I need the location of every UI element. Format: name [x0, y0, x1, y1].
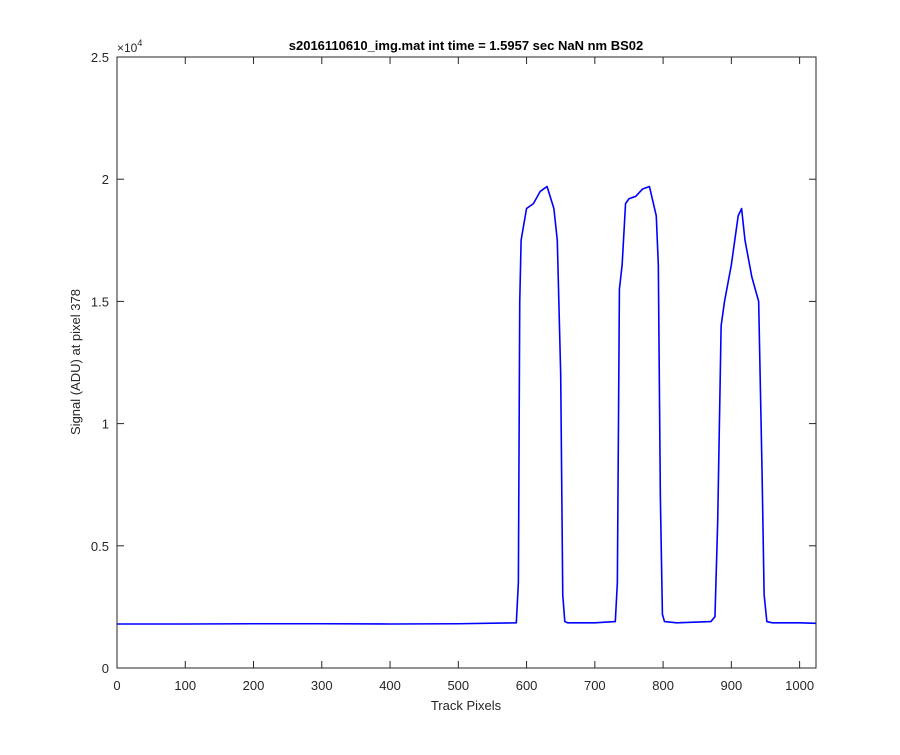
- axes-box: [116, 56, 817, 669]
- x-tick-label: 600: [516, 678, 538, 693]
- y-exponent-label: ×104: [117, 38, 142, 55]
- x-tick-label: 300: [311, 678, 333, 693]
- y-exponent-base: ×10: [117, 41, 138, 55]
- x-tick-label: 100: [174, 678, 196, 693]
- x-tick-label: 500: [447, 678, 469, 693]
- x-tick-label: 800: [652, 678, 674, 693]
- x-tick-label: 400: [379, 678, 401, 693]
- plot-area: [117, 57, 816, 668]
- y-tick-label: 2.5: [91, 50, 109, 65]
- y-tick-label: 0.5: [91, 539, 109, 554]
- y-axis-label: Signal (ADU) at pixel 378: [68, 289, 83, 435]
- y-tick-label: 2: [102, 172, 109, 187]
- y-tick-label: 0: [102, 661, 109, 676]
- x-tick-label: 900: [721, 678, 743, 693]
- x-tick-label: 700: [584, 678, 606, 693]
- chart-title: s2016110610_img.mat int time = 1.5957 se…: [289, 38, 643, 53]
- x-tick-label: 0: [113, 678, 120, 693]
- series-line-0: [117, 185, 817, 625]
- y-tick-label: 1: [102, 417, 109, 432]
- data-layer: [117, 185, 817, 625]
- y-tick-label: 1.5: [91, 294, 109, 309]
- x-axis-label: Track Pixels: [431, 698, 502, 713]
- axes-layer: 0 100 200 300 400 500 600 700 800 900 1000 0 0.5 1 1.5…: [91, 50, 817, 693]
- x-tick-label: 1000: [785, 678, 814, 693]
- x-tick-label: 200: [243, 678, 265, 693]
- y-exponent-power: 4: [137, 38, 142, 48]
